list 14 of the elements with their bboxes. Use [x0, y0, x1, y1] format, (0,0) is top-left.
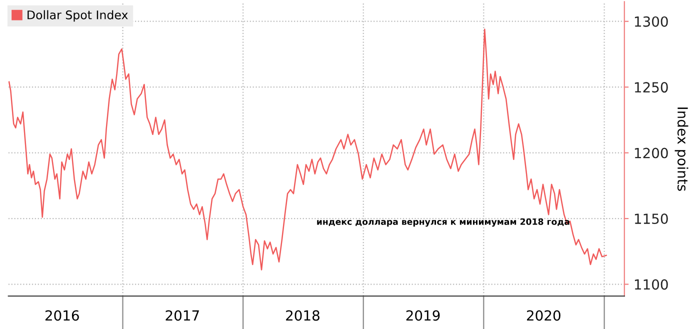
x-tick-label: 2019: [406, 310, 440, 321]
y-tick-label: 1150: [634, 214, 668, 224]
y-tick-label: 1200: [634, 148, 668, 158]
line-series: [8, 28, 607, 270]
x-tick-label: 2016: [45, 310, 79, 321]
x-tick-label: 2020: [526, 310, 560, 321]
x-tick-label: 2017: [166, 310, 199, 321]
x-tick-label: 2018: [286, 310, 320, 321]
y-tick-label: 1300: [634, 16, 668, 27]
annotation: индекс доллара вернулся к минимумам 2018 года: [317, 218, 570, 227]
legend-label: Dollar Spot Index: [28, 10, 128, 22]
y-tick-label: 1100: [634, 279, 668, 290]
y-axis-title: Index points: [674, 108, 688, 191]
y-tick-label: 1250: [634, 82, 668, 93]
